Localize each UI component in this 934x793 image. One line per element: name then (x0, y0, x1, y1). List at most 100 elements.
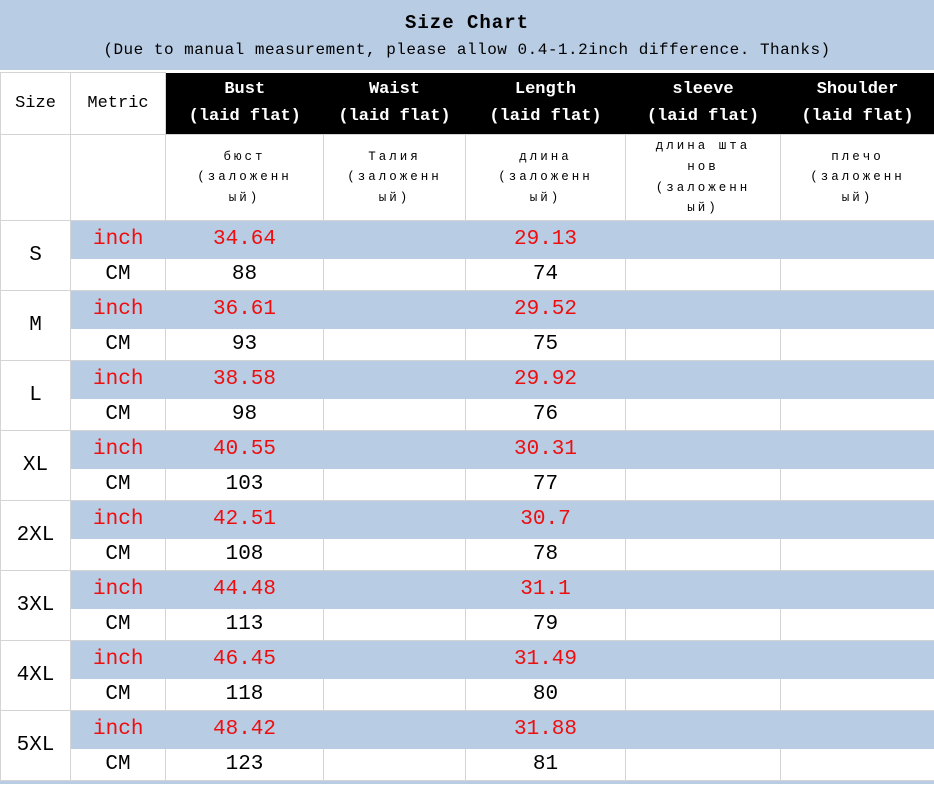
length-cm-value: 79 (465, 608, 626, 641)
size-label: 5XL (0, 710, 71, 781)
shoulder-cm-value (780, 538, 934, 571)
bust-cm-value: 118 (165, 678, 324, 711)
sleeve-cm-value (625, 398, 781, 431)
unit-cm-label: CM (70, 748, 166, 781)
table-row-inch: 4XL inch 46.45 31.49 (0, 640, 934, 711)
table-row-inch: 2XL inch 42.51 30.7 (0, 500, 934, 571)
shoulder-cm-value (780, 468, 934, 501)
waist-cm-value (323, 258, 466, 291)
bust-inch-value: 46.45 (165, 640, 324, 679)
sleeve-inch-value (625, 710, 781, 749)
subheader-shoulder-ru: плечо (заложенн ый) (780, 134, 934, 221)
table-row-cm: CM 118 80 (1, 678, 934, 711)
waist-inch-value (323, 640, 466, 679)
table-row-cm: CM 93 75 (1, 328, 934, 361)
length-inch-value: 30.31 (465, 430, 626, 469)
table-row-inch: 5XL inch 48.42 31.88 (0, 710, 934, 781)
sleeve-cm-value (625, 258, 781, 291)
bust-inch-value: 34.64 (165, 220, 324, 259)
sleeve-cm-value (625, 608, 781, 641)
sleeve-inch-value (625, 430, 781, 469)
table-row-inch: M inch 36.61 29.52 (0, 290, 934, 361)
shoulder-inch-value (780, 360, 934, 399)
sleeve-inch-value (625, 360, 781, 399)
shoulder-cm-value (780, 748, 934, 781)
header-row: Size Metric Bust (laid flat) Waist (laid… (0, 72, 934, 135)
unit-inch-label: inch (70, 570, 166, 609)
bottom-strip (0, 781, 934, 784)
sleeve-inch-value (625, 500, 781, 539)
bust-cm-value: 98 (165, 398, 324, 431)
table-row-inch: 3XL inch 44.48 31.1 (0, 570, 934, 641)
size-label: 4XL (0, 640, 71, 711)
waist-inch-value (323, 500, 466, 539)
empty-cell (70, 134, 166, 221)
column-header-size: Size (0, 72, 71, 135)
column-header-sleeve: sleeve (laid flat) (625, 72, 781, 135)
bust-inch-value: 48.42 (165, 710, 324, 749)
table-row-cm: CM 98 76 (1, 398, 934, 431)
length-inch-value: 29.92 (465, 360, 626, 399)
length-inch-value: 31.1 (465, 570, 626, 609)
unit-inch-label: inch (70, 290, 166, 329)
title-band: Size Chart (Due to manual measurement, p… (0, 0, 934, 70)
subheader-waist-ru: Талия (заложенн ый) (323, 134, 466, 221)
column-header-metric: Metric (70, 72, 166, 135)
bust-inch-value: 38.58 (165, 360, 324, 399)
size-label: 2XL (0, 500, 71, 571)
sleeve-inch-value (625, 290, 781, 329)
bust-cm-value: 123 (165, 748, 324, 781)
waist-inch-value (323, 430, 466, 469)
bust-cm-value: 93 (165, 328, 324, 361)
column-header-length: Length (laid flat) (465, 72, 626, 135)
subheader-bust-ru: бюст (заложенн ый) (165, 134, 324, 221)
column-header-shoulder: Shoulder (laid flat) (780, 72, 934, 135)
bust-inch-value: 42.51 (165, 500, 324, 539)
length-inch-value: 30.7 (465, 500, 626, 539)
unit-cm-label: CM (70, 608, 166, 641)
waist-cm-value (323, 678, 466, 711)
shoulder-cm-value (780, 328, 934, 361)
bust-cm-value: 108 (165, 538, 324, 571)
table-row-cm: CM 123 81 (1, 748, 934, 781)
bust-cm-value: 113 (165, 608, 324, 641)
unit-cm-label: CM (70, 258, 166, 291)
waist-cm-value (323, 748, 466, 781)
unit-cm-label: CM (70, 538, 166, 571)
column-header-waist: Waist (laid flat) (323, 72, 466, 135)
shoulder-inch-value (780, 710, 934, 749)
unit-cm-label: CM (70, 328, 166, 361)
waist-inch-value (323, 570, 466, 609)
sleeve-cm-value (625, 678, 781, 711)
waist-cm-value (323, 608, 466, 641)
shoulder-inch-value (780, 570, 934, 609)
size-label: M (0, 290, 71, 361)
sleeve-inch-value (625, 570, 781, 609)
table-row-inch: S inch 34.64 29.13 (0, 220, 934, 291)
unit-cm-label: CM (70, 678, 166, 711)
length-cm-value: 75 (465, 328, 626, 361)
sleeve-cm-value (625, 328, 781, 361)
bust-inch-value: 40.55 (165, 430, 324, 469)
sleeve-cm-value (625, 748, 781, 781)
bust-cm-value: 88 (165, 258, 324, 291)
length-inch-value: 31.49 (465, 640, 626, 679)
shoulder-cm-value (780, 678, 934, 711)
subheader-sleeve-ru: длина шта нов (заложенн ый) (625, 134, 781, 221)
shoulder-cm-value (780, 608, 934, 641)
shoulder-inch-value (780, 500, 934, 539)
waist-inch-value (323, 220, 466, 259)
length-inch-value: 31.88 (465, 710, 626, 749)
waist-cm-value (323, 538, 466, 571)
sleeve-inch-value (625, 640, 781, 679)
size-chart-table: Size Metric Bust (laid flat) Waist (laid… (0, 72, 934, 781)
table-row-cm: CM 103 77 (1, 468, 934, 501)
length-cm-value: 80 (465, 678, 626, 711)
unit-inch-label: inch (70, 640, 166, 679)
length-cm-value: 77 (465, 468, 626, 501)
bust-cm-value: 103 (165, 468, 324, 501)
waist-cm-value (323, 328, 466, 361)
table-row-cm: CM 88 74 (1, 258, 934, 291)
size-label: 3XL (0, 570, 71, 641)
